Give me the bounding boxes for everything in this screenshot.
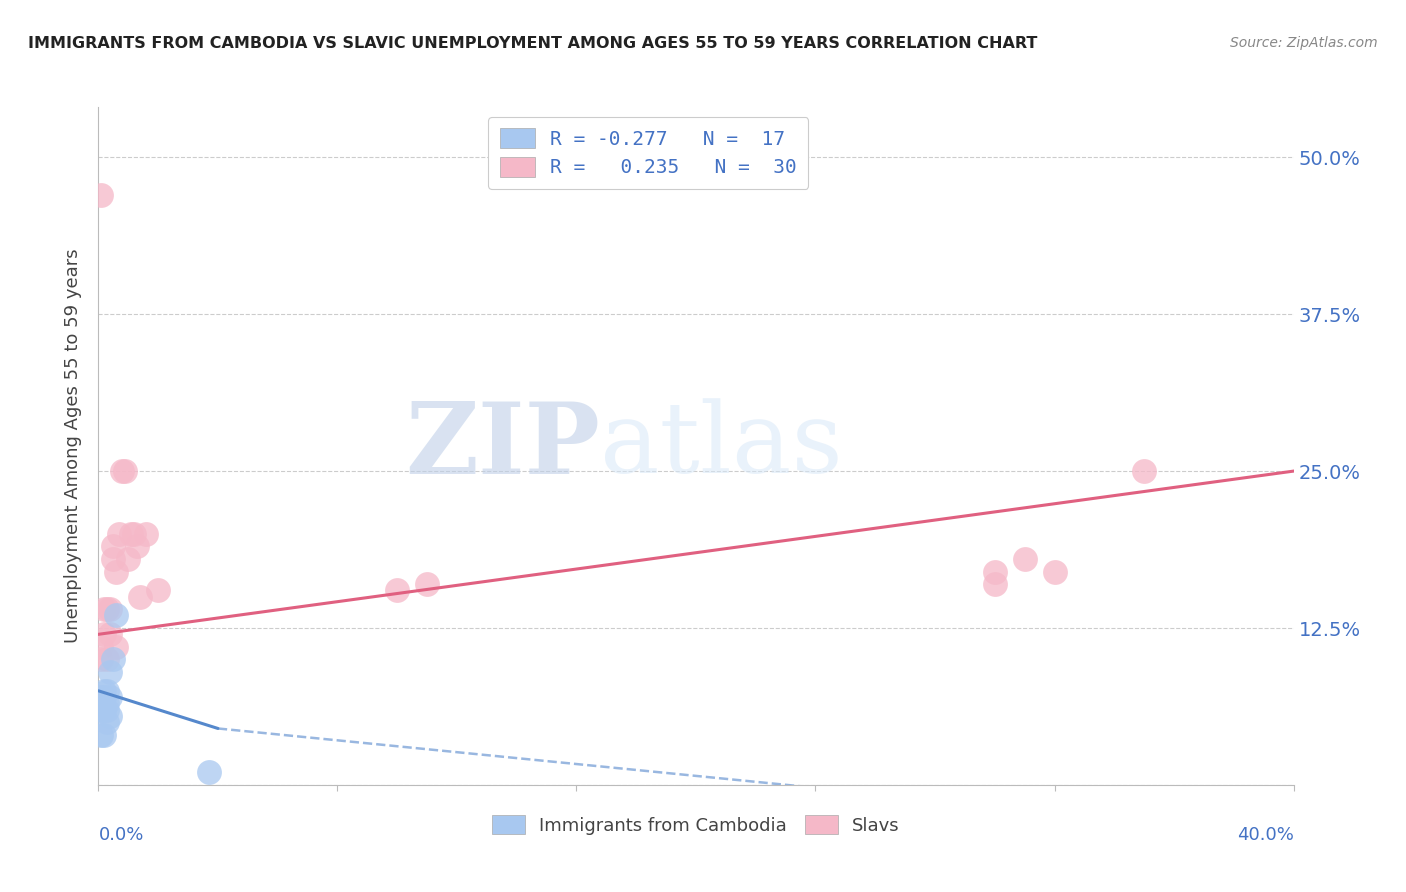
Point bbox=[1043, 565, 1066, 579]
Point bbox=[129, 590, 152, 604]
Point bbox=[90, 640, 112, 654]
Point bbox=[90, 188, 112, 202]
Point bbox=[385, 583, 409, 598]
Point bbox=[90, 690, 112, 704]
Point bbox=[93, 627, 115, 641]
Point bbox=[90, 728, 112, 742]
Point bbox=[98, 602, 122, 616]
Point bbox=[114, 464, 136, 478]
Point bbox=[984, 565, 1007, 579]
Point bbox=[127, 540, 149, 554]
Text: 40.0%: 40.0% bbox=[1237, 826, 1294, 844]
Point bbox=[105, 640, 128, 654]
Point bbox=[93, 683, 115, 698]
Point bbox=[96, 652, 118, 666]
Point bbox=[1014, 552, 1036, 566]
Point bbox=[135, 527, 157, 541]
Point bbox=[111, 464, 134, 478]
Point bbox=[93, 728, 115, 742]
Point bbox=[120, 527, 142, 541]
Point bbox=[98, 709, 122, 723]
Point bbox=[105, 565, 128, 579]
Point bbox=[117, 552, 139, 566]
Point bbox=[1133, 464, 1156, 478]
Point bbox=[98, 690, 122, 704]
Point bbox=[98, 627, 122, 641]
Point bbox=[105, 608, 128, 623]
Text: IMMIGRANTS FROM CAMBODIA VS SLAVIC UNEMPLOYMENT AMONG AGES 55 TO 59 YEARS CORREL: IMMIGRANTS FROM CAMBODIA VS SLAVIC UNEMP… bbox=[28, 36, 1038, 51]
Point bbox=[96, 703, 118, 717]
Point bbox=[90, 652, 112, 666]
Y-axis label: Unemployment Among Ages 55 to 59 years: Unemployment Among Ages 55 to 59 years bbox=[65, 249, 83, 643]
Point bbox=[93, 703, 115, 717]
Legend: Immigrants from Cambodia, Slavs: Immigrants from Cambodia, Slavs bbox=[484, 806, 908, 844]
Point bbox=[984, 577, 1007, 591]
Point bbox=[103, 652, 125, 666]
Text: ZIP: ZIP bbox=[405, 398, 600, 494]
Point bbox=[96, 683, 118, 698]
Point bbox=[96, 697, 118, 711]
Point bbox=[108, 527, 131, 541]
Point bbox=[98, 665, 122, 679]
Point bbox=[198, 765, 221, 780]
Point bbox=[96, 602, 118, 616]
Point bbox=[96, 715, 118, 730]
Point bbox=[148, 583, 170, 598]
Point bbox=[90, 703, 112, 717]
Point bbox=[93, 690, 115, 704]
Point bbox=[93, 602, 115, 616]
Text: 0.0%: 0.0% bbox=[98, 826, 143, 844]
Point bbox=[416, 577, 439, 591]
Point bbox=[124, 527, 146, 541]
Text: Source: ZipAtlas.com: Source: ZipAtlas.com bbox=[1230, 36, 1378, 50]
Point bbox=[103, 552, 125, 566]
Point bbox=[103, 540, 125, 554]
Text: atlas: atlas bbox=[600, 398, 844, 494]
